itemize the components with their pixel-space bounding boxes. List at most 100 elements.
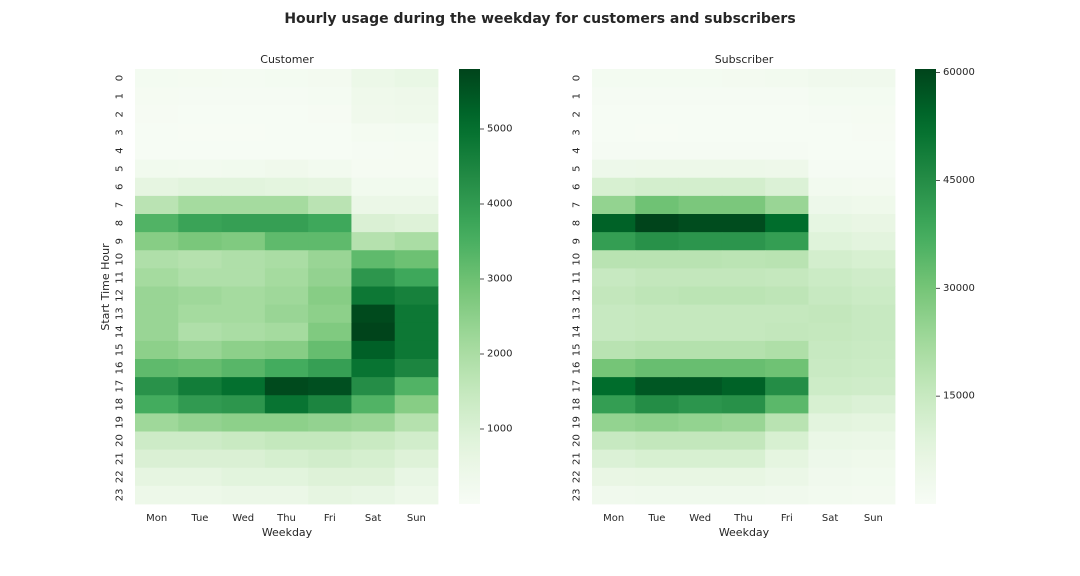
y-tick-label: 17 <box>572 380 583 393</box>
heatmap-cell <box>264 304 309 324</box>
heatmap-cell <box>135 304 179 324</box>
heatmap-cell <box>135 195 179 215</box>
heatmap-cell <box>808 232 853 251</box>
y-tick-label: 10 <box>115 253 126 266</box>
heatmap-cell <box>135 377 179 396</box>
heatmap-cell <box>221 105 266 124</box>
heatmap-cell <box>308 286 352 306</box>
heatmap-cell <box>135 413 179 432</box>
heatmap-cell <box>394 268 439 287</box>
y-tick-label: 14 <box>115 325 126 338</box>
heatmap-cell <box>635 214 679 233</box>
y-tick-label: 13 <box>115 307 126 320</box>
heatmap-cell <box>592 359 636 378</box>
heatmap-cell <box>351 141 396 161</box>
heatmap-cell <box>135 268 179 287</box>
heatmap-cell <box>851 105 896 124</box>
heatmap-cell <box>264 413 309 432</box>
heatmap-cell <box>351 377 396 396</box>
subscriber-panel: Subscriber 01234567891011121314151617181… <box>572 53 975 539</box>
heatmap-cell <box>765 340 809 360</box>
heatmap-cell <box>308 304 352 324</box>
heatmap-cell <box>351 413 396 432</box>
y-tick-label: 16 <box>115 362 126 375</box>
heatmap-cell <box>721 177 766 197</box>
heatmap-cell <box>808 105 853 124</box>
figure-title: Hourly usage during the weekday for cust… <box>284 11 795 27</box>
heatmap-cell <box>351 159 396 179</box>
heatmap-cell <box>851 485 896 505</box>
heatmap-cell <box>592 214 636 233</box>
heatmap-cell <box>765 467 809 487</box>
heatmap-cell <box>221 431 266 451</box>
y-tick-label: 4 <box>572 147 583 153</box>
heatmap-cell <box>765 141 809 161</box>
heatmap-cell <box>308 159 352 179</box>
x-tick-label: Mon <box>603 513 624 524</box>
heatmap-cell <box>678 395 723 414</box>
heatmap-cell <box>851 141 896 161</box>
y-tick-label: 21 <box>115 452 126 465</box>
heatmap-cell <box>308 449 352 469</box>
heatmap-cell <box>394 359 439 378</box>
subscriber-heatmap-cells <box>592 69 896 505</box>
heatmap-cell <box>308 177 352 197</box>
heatmap-cell <box>765 304 809 324</box>
heatmap-cell <box>635 467 679 487</box>
heatmap-cell <box>808 268 853 287</box>
customer-x-tick-labels: Mon Tue Wed Thu Fri Sat Sun <box>146 513 426 524</box>
heatmap-cell <box>308 377 352 396</box>
heatmap-cell <box>808 286 853 306</box>
heatmap-cell <box>221 340 266 360</box>
heatmap-cell <box>264 395 309 414</box>
y-tick-label: 19 <box>115 416 126 429</box>
heatmap-cell <box>178 359 222 378</box>
heatmap-cell <box>221 485 266 505</box>
heatmap-cell <box>394 141 439 161</box>
heatmap-cell <box>394 304 439 324</box>
heatmap-cell <box>635 123 679 142</box>
y-tick-label: 12 <box>572 289 583 302</box>
heatmap-cell <box>851 304 896 324</box>
heatmap-cell <box>635 485 679 505</box>
x-tick-label: Wed <box>232 513 254 524</box>
heatmap-cell <box>851 413 896 432</box>
y-tick-label: 11 <box>572 271 583 284</box>
heatmap-cell <box>678 141 723 161</box>
heatmap-cell <box>851 359 896 378</box>
heatmap-cell <box>851 377 896 396</box>
heatmap-cell <box>178 141 222 161</box>
heatmap-cell <box>765 413 809 432</box>
heatmap-cell <box>678 359 723 378</box>
heatmap-cell <box>635 195 679 215</box>
heatmap-cell <box>592 340 636 360</box>
heatmap-cell <box>351 214 396 233</box>
heatmap-cell <box>394 214 439 233</box>
heatmap-cell <box>678 467 723 487</box>
heatmap-cell <box>592 123 636 142</box>
heatmap-cell <box>635 141 679 161</box>
heatmap-cell <box>308 268 352 287</box>
y-tick-label: 20 <box>572 434 583 447</box>
heatmap-cell <box>721 431 766 451</box>
heatmap-cell <box>592 232 636 251</box>
y-tick-label: 7 <box>572 202 583 208</box>
heatmap-cell <box>678 159 723 179</box>
colorbar-tick-label: 1000 <box>487 424 512 435</box>
y-tick-label: 9 <box>572 238 583 244</box>
heatmap-cell <box>721 377 766 396</box>
heatmap-cell <box>308 141 352 161</box>
heatmap-cell <box>351 195 396 215</box>
colorbar-gradient <box>459 69 480 504</box>
heatmap-cell <box>765 250 809 269</box>
heatmap-cell <box>351 340 396 360</box>
heatmap-cell <box>351 467 396 487</box>
heatmap-cell <box>635 431 679 451</box>
heatmap-cell <box>851 123 896 142</box>
heatmap-cell <box>592 395 636 414</box>
customer-x-axis-label: Weekday <box>262 526 313 539</box>
heatmap-cell <box>351 304 396 324</box>
heatmap-cell <box>592 141 636 161</box>
